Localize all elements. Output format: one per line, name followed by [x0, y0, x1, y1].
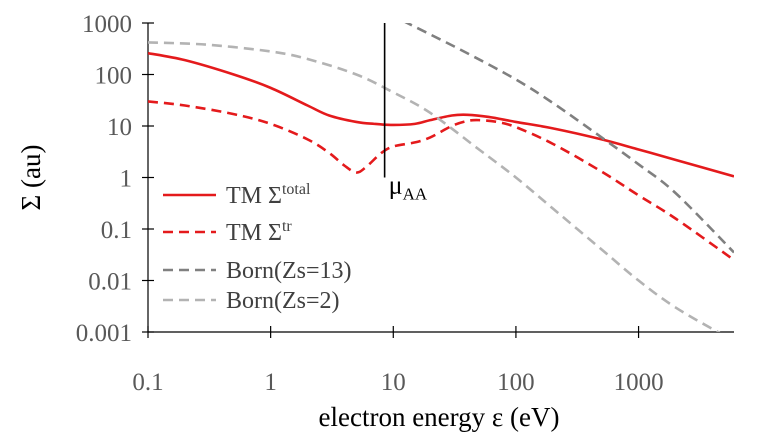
series-layer: [148, 23, 734, 332]
legend-label-born-13: Born(Zs=13): [226, 258, 352, 284]
legend-label-born-2: Born(Zs=2): [226, 288, 340, 314]
legend: TM Σtotal TM Σtr Born(Zs=13) Born(Zs=2): [163, 181, 352, 314]
y-tick-label: 1000: [82, 11, 132, 38]
x-tick-label: 0.1: [132, 369, 163, 396]
axes: 0.1 1 10 100 1000 0.001 0.01 0.1 1 10 100 1000: [76, 11, 734, 396]
x-tick-label: 1: [264, 369, 277, 396]
legend-label-tm-tr: TM Σtr: [226, 218, 292, 246]
x-tick-label: 100: [497, 369, 535, 396]
y-axis-title: Σ (au): [16, 145, 46, 211]
annotation-label-mu-aa: μAA: [389, 171, 428, 204]
x-tick-label: 10: [381, 369, 406, 396]
x-axis-title: electron energy ε (eV): [319, 402, 560, 432]
y-tick-label: 10: [107, 114, 132, 141]
y-tick-label: 100: [95, 63, 133, 90]
series-line-born-2: [148, 41, 721, 332]
x-tick-label: 1000: [614, 369, 664, 396]
annotation-layer: μAA: [383, 23, 428, 204]
y-tick-label: 0.1: [101, 217, 132, 244]
series-line-tm-tr: [148, 100, 734, 262]
series-line-tm-total: [148, 51, 734, 178]
y-tick-label: 1: [120, 166, 133, 193]
y-tick-label: 0.001: [76, 320, 132, 347]
legend-label-tm-total: TM Σtotal: [226, 181, 311, 209]
y-tick-label: 0.01: [88, 269, 132, 296]
series-line-born-13: [404, 23, 734, 254]
